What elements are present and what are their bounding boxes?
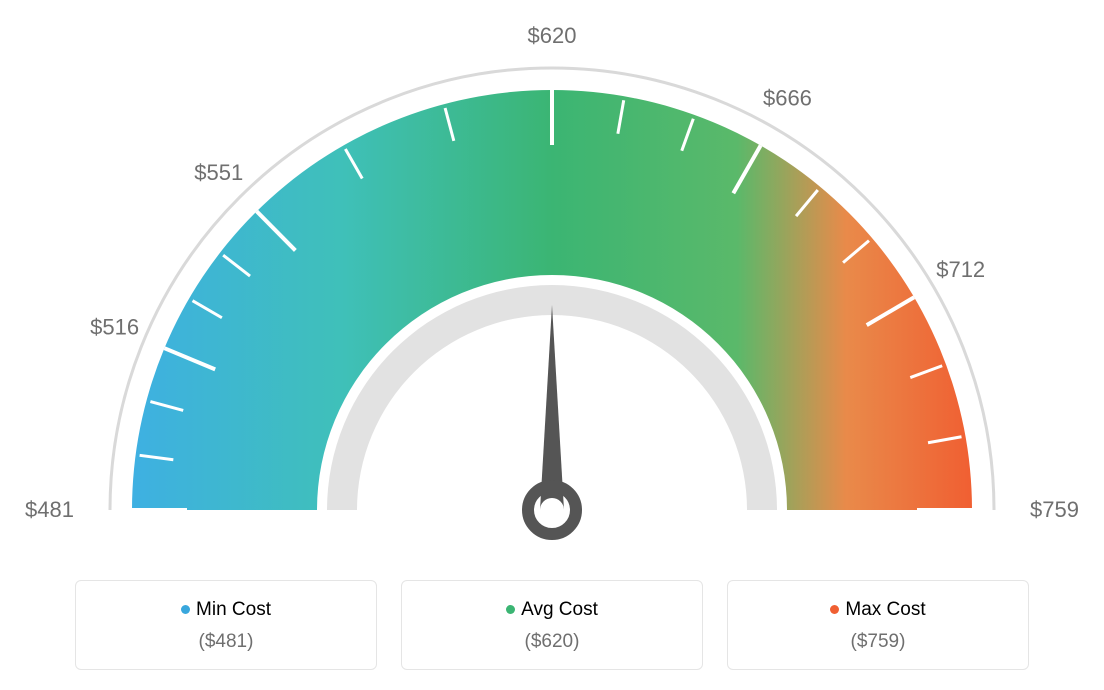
svg-text:$759: $759 [1030,497,1079,522]
gauge-chart: $481 $516 $551 $620 $666 $712 $759 [0,0,1104,560]
svg-text:$620: $620 [528,23,577,48]
legend-avg-title: Avg Cost [402,599,702,621]
legend-min-label: Min Cost [196,599,271,620]
cost-gauge-container: $481 $516 $551 $620 $666 $712 $759 Min Cost ($… [0,0,1104,690]
legend-avg-label: Avg Cost [521,599,598,620]
legend-min-value: ($481) [76,631,376,653]
svg-text:$666: $666 [763,86,812,111]
legend-max-title: Max Cost [728,599,1028,621]
svg-text:$551: $551 [194,160,243,185]
legend-max-dot [830,605,839,614]
legend-min-dot [181,605,190,614]
legend-max-label: Max Cost [845,599,925,620]
legend-avg-card: Avg Cost ($620) [401,580,703,670]
svg-text:$516: $516 [90,314,139,339]
legend-avg-dot [506,605,515,614]
svg-text:$712: $712 [936,257,985,282]
legend-min-title: Min Cost [76,599,376,621]
svg-text:$481: $481 [25,497,74,522]
legend-max-value: ($759) [728,631,1028,653]
legend-min-card: Min Cost ($481) [75,580,377,670]
legend-row: Min Cost ($481) Avg Cost ($620) Max Cost… [0,580,1104,670]
legend-avg-value: ($620) [402,631,702,653]
legend-max-card: Max Cost ($759) [727,580,1029,670]
